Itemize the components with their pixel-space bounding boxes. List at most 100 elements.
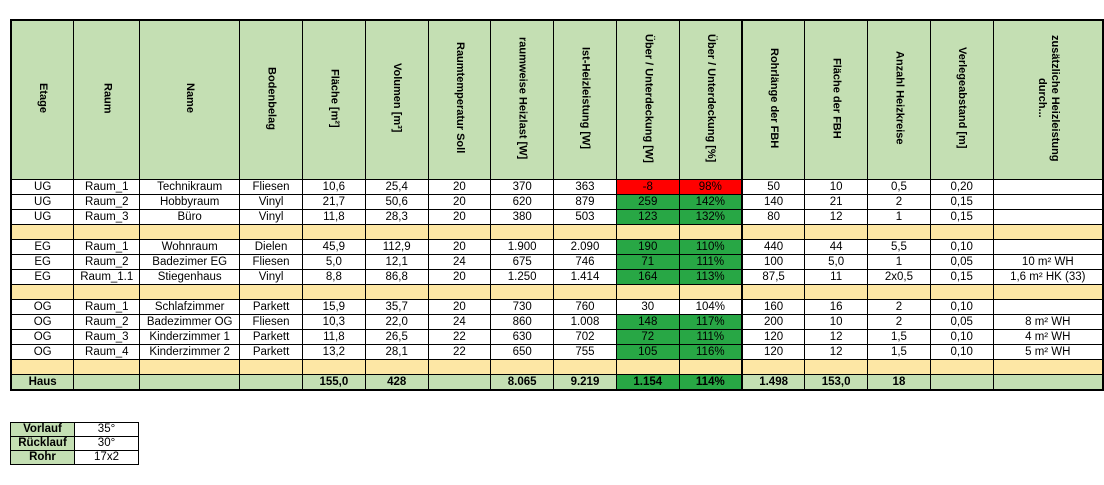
table-cell: Raum_3 [73, 329, 141, 345]
table-row: UG Raum_2 Hobbyraum Vinyl 21,7 50,6 20 620 879 25… [10, 194, 1104, 210]
table-cell: 10 [804, 314, 869, 330]
legend-table: Vorlauf 35° Rücklauf 30° Rohr 17x2 [10, 422, 139, 465]
table-cell: 4 m² WH [992, 329, 1104, 345]
table-cell: 45,9 [301, 239, 366, 255]
table-cell: 9.219 [553, 374, 617, 391]
table-cell [992, 374, 1104, 391]
table-cell: 21 [804, 194, 869, 210]
column-header-label: Fläche [m²] [328, 68, 341, 128]
table-cell: Vinyl [239, 194, 303, 210]
legend-row: Rohr 17x2 [10, 450, 139, 465]
table-cell: UG [10, 194, 75, 210]
separator-cell [10, 284, 75, 300]
column-header: raumweise Heizlast [W] [490, 19, 555, 180]
table-cell: 155,0 [301, 374, 366, 391]
column-header-label: Raum [101, 82, 114, 114]
table-cell: Raum_1.1 [73, 269, 141, 285]
table-cell: 0,10 [929, 329, 994, 345]
table-cell: Raum_2 [73, 254, 141, 270]
separator-cell [804, 224, 869, 240]
table-cell: 28,1 [364, 344, 429, 360]
legend-row: Vorlauf 35° [10, 422, 139, 437]
legend-key: Rücklauf [10, 436, 75, 451]
table-cell: UG [10, 179, 75, 195]
table-cell: OG [10, 299, 75, 315]
table-cell: 24 [427, 314, 492, 330]
table-cell: 380 [490, 209, 555, 225]
table-cell: 153,0 [804, 374, 869, 391]
table-cell: Stiegenhaus [139, 269, 241, 285]
table-cell: Büro [139, 209, 241, 225]
table-cell: 503 [553, 209, 617, 225]
separator-cell [427, 359, 492, 375]
table-cell: 0,10 [929, 299, 994, 315]
table-cell: 370 [490, 179, 555, 195]
table-cell: 428 [364, 374, 429, 391]
separator-cell [73, 359, 141, 375]
table-cell: 16 [804, 299, 869, 315]
separator-cell [301, 359, 366, 375]
legend-row: Rücklauf 30° [10, 436, 139, 451]
table-cell: 87,5 [740, 269, 806, 285]
separator-cell [301, 224, 366, 240]
table-cell: 5,0 [301, 254, 366, 270]
separator-row [10, 224, 1104, 240]
column-header-label: Verlegeabstand [m] [956, 47, 969, 149]
separator-cell [239, 284, 303, 300]
table-cell [427, 374, 492, 391]
table-row: OG Raum_3 Kinderzimmer 1 Parkett 11,8 26,5 22 6… [10, 329, 1104, 345]
separator-cell [804, 284, 869, 300]
table-cell: 148 [615, 314, 680, 330]
table-cell: 22,0 [364, 314, 429, 330]
column-header: Ist-Heizleistung [W] [553, 19, 617, 180]
table-cell: Kinderzimmer 2 [139, 344, 241, 360]
separator-cell [992, 359, 1104, 375]
separator-cell [553, 224, 617, 240]
table-cell: 8,8 [301, 269, 366, 285]
table-cell: Vinyl [239, 209, 303, 225]
table-cell: Parkett [239, 329, 303, 345]
column-header: Fläche der FBH [804, 19, 869, 180]
column-header-label: Fläche der FBH [830, 57, 843, 139]
table-cell: 12 [804, 329, 869, 345]
table-cell: 8.065 [490, 374, 555, 391]
separator-cell [239, 224, 303, 240]
table-cell [992, 194, 1104, 210]
table-cell: 755 [553, 344, 617, 360]
separator-cell [139, 284, 241, 300]
table-cell: 0,15 [929, 209, 994, 225]
column-header-label: Name [184, 83, 197, 113]
table-cell: 22 [427, 344, 492, 360]
table-cell: 35,7 [364, 299, 429, 315]
table-cell: 8 m² WH [992, 314, 1104, 330]
separator-cell [804, 359, 869, 375]
separator-cell [10, 224, 75, 240]
separator-cell [867, 359, 931, 375]
table-cell: 12 [804, 209, 869, 225]
separator-cell [740, 284, 806, 300]
table-cell: 1.900 [490, 239, 555, 255]
table-cell: 1.498 [740, 374, 806, 391]
table-cell: 15,9 [301, 299, 366, 315]
table-cell: 44 [804, 239, 869, 255]
table-cell: 630 [490, 329, 555, 345]
table-cell: UG [10, 209, 75, 225]
table-cell: 142% [678, 194, 743, 210]
separator-cell [867, 224, 931, 240]
table-cell: 1,5 [867, 344, 931, 360]
column-header-label: zusätzliche Heizleistung durch... [1035, 34, 1061, 162]
table-cell: 18 [867, 374, 931, 391]
table-cell: 860 [490, 314, 555, 330]
table-cell: 140 [740, 194, 806, 210]
table-cell: 114% [678, 374, 743, 391]
table-cell: 50,6 [364, 194, 429, 210]
table-cell: 0,10 [929, 239, 994, 255]
table-cell: 675 [490, 254, 555, 270]
table-cell: Wohnraum [139, 239, 241, 255]
table-cell: Kinderzimmer 1 [139, 329, 241, 345]
table-cell: 11,8 [301, 329, 366, 345]
table-cell: 20 [427, 239, 492, 255]
separator-cell [867, 284, 931, 300]
table-cell: 120 [740, 344, 806, 360]
table-cell: 160 [740, 299, 806, 315]
